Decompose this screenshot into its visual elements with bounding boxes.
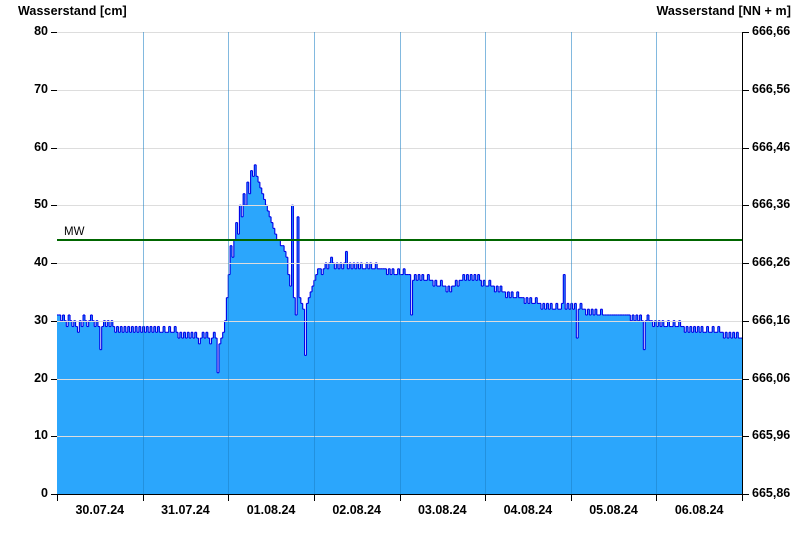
- right-axis-tick-label: 666,06: [752, 370, 791, 385]
- x-axis-tick: [742, 495, 743, 501]
- right-axis-tick: [743, 263, 749, 264]
- left-axis-tick: [51, 436, 57, 438]
- right-axis-tick: [743, 89, 749, 91]
- right-axis-line: [742, 32, 743, 495]
- left-axis-tick-label: 80: [34, 24, 48, 38]
- right-axis-tick-label: 666,36: [752, 197, 791, 212]
- x-axis-tick-label: 03.08.24: [417, 503, 467, 517]
- right-axis-tick-label: 666,56: [752, 81, 791, 96]
- mw-annotation-label: MW: [64, 225, 85, 238]
- right-axis-title: Wasserstand [NN + m]: [656, 4, 791, 18]
- right-axis-tick: [743, 32, 749, 33]
- gridline-vertical-day: [228, 32, 230, 494]
- x-axis-tick: [313, 495, 315, 501]
- right-axis-tick: [743, 494, 749, 495]
- bottom-axis-line: [57, 494, 743, 495]
- left-axis-tick: [51, 205, 57, 207]
- x-axis-tick-label: 06.08.24: [674, 503, 724, 517]
- plot-area: [57, 32, 742, 494]
- x-axis-tick-label: 31.07.24: [161, 503, 210, 517]
- right-axis-tick-label: 666,66: [752, 24, 791, 38]
- left-axis-tick: [51, 494, 57, 495]
- right-axis-tick: [743, 378, 749, 380]
- x-axis-tick: [57, 495, 58, 501]
- gridline-vertical-day: [399, 32, 401, 494]
- left-axis-tick-label: 70: [34, 81, 48, 96]
- left-axis-tick: [51, 147, 57, 149]
- left-axis-tick-label: 20: [34, 370, 48, 385]
- right-axis-tick-label: 666,26: [752, 255, 791, 269]
- x-axis-tick: [570, 495, 572, 501]
- left-axis-tick: [51, 378, 57, 380]
- gridline-vertical-day: [485, 32, 487, 494]
- mw-reference-line: [57, 238, 742, 241]
- left-axis-tick-label: 10: [34, 428, 48, 443]
- x-axis-tick: [485, 495, 487, 501]
- x-axis-tick-label: 04.08.24: [503, 503, 553, 517]
- right-axis-tick: [743, 436, 749, 438]
- x-axis-tick-label: 01.08.24: [246, 503, 296, 517]
- right-axis-tick: [743, 205, 749, 207]
- left-axis-tick-label: 0: [41, 486, 48, 500]
- left-axis-tick-label: 30: [34, 312, 48, 327]
- x-axis-tick-label: 02.08.24: [332, 503, 382, 517]
- right-axis-tick: [743, 320, 749, 322]
- x-axis-tick-label: 05.08.24: [589, 503, 638, 517]
- left-axis-tick: [51, 320, 57, 322]
- left-axis-tick-label: 50: [34, 197, 48, 212]
- x-axis-tick-label: 30.07.24: [75, 503, 125, 517]
- x-axis-tick: [228, 495, 230, 501]
- right-axis-tick-label: 666,16: [752, 312, 791, 327]
- left-axis-tick-label: 40: [34, 255, 48, 269]
- x-axis-tick: [399, 495, 401, 501]
- gridline-vertical-day: [570, 32, 572, 494]
- gridline-vertical-day: [313, 32, 315, 494]
- left-axis-title: Wasserstand [cm]: [18, 4, 127, 18]
- left-axis-tick: [51, 32, 57, 33]
- left-axis-tick: [51, 263, 57, 264]
- x-axis-tick: [656, 495, 658, 501]
- left-axis-tick: [51, 89, 57, 91]
- gridline-vertical-day: [656, 32, 658, 494]
- right-axis-tick-label: 666,46: [752, 139, 791, 154]
- right-axis-tick-label: 665,96: [752, 428, 791, 443]
- left-axis-tick-label: 60: [34, 139, 48, 154]
- right-axis-tick-label: 665,86: [752, 486, 791, 500]
- right-axis-tick: [743, 147, 749, 149]
- gridline-vertical-day: [142, 32, 144, 494]
- x-axis-tick: [142, 495, 144, 501]
